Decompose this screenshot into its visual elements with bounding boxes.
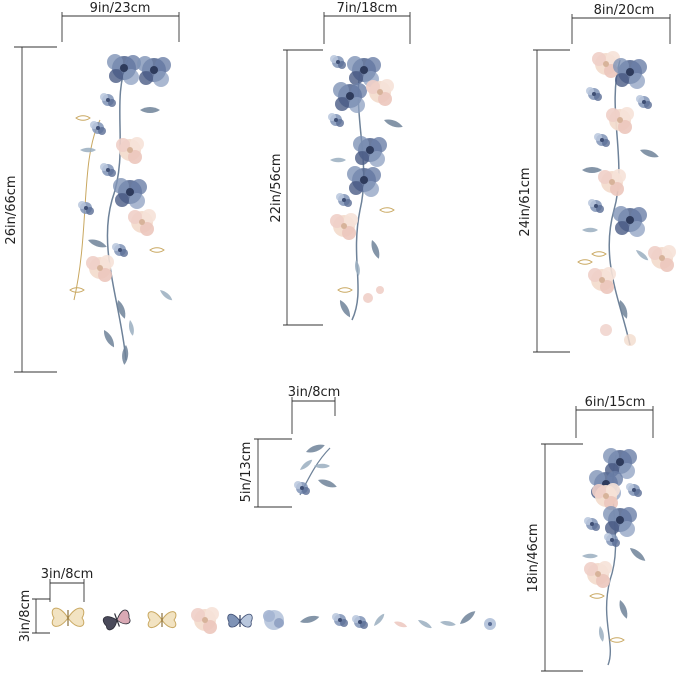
decal-3-dimensions: 8in/20cm 24in/61cm bbox=[518, 3, 671, 353]
small-decals-dimensions: 3in/8cm 3in/8cm bbox=[18, 567, 93, 642]
watercolor-flower-icon bbox=[484, 618, 496, 630]
decal-1-floral-vine bbox=[69, 54, 174, 366]
decal-1-height-label: 26in/66cm bbox=[4, 175, 19, 244]
leaf-icon bbox=[372, 612, 387, 628]
leaf-icon bbox=[439, 619, 457, 627]
small-decals-height-label: 3in/8cm bbox=[18, 590, 33, 643]
leaf-icon bbox=[458, 608, 478, 627]
decal-2-width-label: 7in/18cm bbox=[337, 1, 398, 16]
watercolor-flower-icon bbox=[352, 615, 368, 629]
butterfly-icon bbox=[102, 609, 131, 631]
decal-1-width-label: 9in/23cm bbox=[90, 1, 151, 16]
watercolor-flower-icon bbox=[191, 607, 219, 634]
decal-5-floral-vine bbox=[582, 448, 648, 666]
leaf-icon bbox=[394, 621, 408, 628]
butterfly-icon bbox=[51, 607, 85, 627]
butterfly-icon bbox=[147, 611, 177, 628]
decal-3-height-label: 24in/61cm bbox=[518, 167, 533, 236]
decal-4-height-label: 5in/13cm bbox=[239, 442, 254, 503]
watercolor-flower-icon bbox=[332, 613, 348, 627]
small-decals-width-label: 3in/8cm bbox=[41, 567, 94, 582]
decal-4-floral-sprig bbox=[294, 442, 338, 496]
leaf-icon bbox=[416, 618, 433, 630]
butterfly-icon bbox=[227, 613, 253, 628]
small-decals-row bbox=[51, 607, 496, 634]
decal-3-width-label: 8in/20cm bbox=[594, 3, 655, 18]
watercolor-flower-icon bbox=[263, 610, 284, 630]
decal-4-dimensions: 3in/8cm 5in/13cm bbox=[239, 385, 341, 508]
decal-5-height-label: 18in/46cm bbox=[526, 523, 541, 592]
decal-1-dimensions: 9in/23cm 26in/66cm bbox=[4, 1, 180, 373]
decal-2-height-label: 22in/56cm bbox=[269, 153, 284, 222]
decal-3-floral-vine bbox=[577, 51, 676, 346]
decal-2-floral-vine bbox=[328, 55, 404, 321]
decal-2-dimensions: 7in/18cm 22in/56cm bbox=[269, 1, 411, 326]
decal-4-width-label: 3in/8cm bbox=[288, 385, 341, 400]
decal-5-dimensions: 6in/15cm 18in/46cm bbox=[526, 395, 654, 672]
leaf-icon bbox=[299, 613, 321, 625]
decal-5-width-label: 6in/15cm bbox=[585, 395, 646, 410]
